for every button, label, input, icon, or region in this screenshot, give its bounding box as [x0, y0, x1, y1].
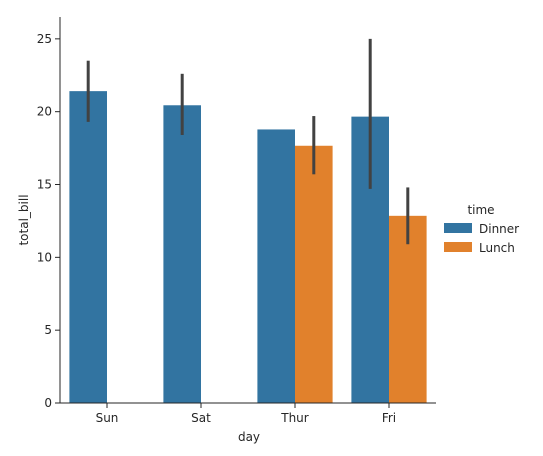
bar-dinner-sun	[69, 91, 107, 404]
legend-swatch-lunch	[444, 242, 472, 252]
y-tick-label: 15	[37, 178, 52, 192]
bar-dinner-thur	[257, 129, 295, 403]
bar-dinner-sat	[163, 105, 201, 403]
x-tick-label-fri: Fri	[382, 411, 396, 425]
y-axis-label: total_bill	[17, 194, 31, 245]
bar-lunch-fri	[389, 215, 427, 403]
legend-label-lunch: Lunch	[479, 241, 515, 255]
x-tick-label-sat: Sat	[191, 411, 211, 425]
x-axis: Sun Sat Thur Fri	[60, 402, 436, 425]
y-tick-label: 20	[37, 105, 52, 119]
y-tick-label: 5	[44, 323, 52, 337]
x-tick-label-sun: Sun	[96, 411, 119, 425]
y-tick-label: 10	[37, 250, 52, 264]
legend: time Dinner Lunch	[444, 203, 519, 255]
y-tick-label: 0	[44, 396, 52, 410]
plot-area	[69, 38, 427, 404]
legend-swatch-dinner	[444, 223, 472, 233]
legend-label-dinner: Dinner	[479, 222, 519, 236]
y-tick-label: 25	[37, 32, 52, 46]
bar-lunch-thur	[295, 145, 333, 403]
legend-title: time	[467, 203, 494, 217]
x-axis-label: day	[238, 430, 260, 444]
y-axis: 0 5 10 15 20 25	[37, 17, 61, 410]
x-tick-label-thur: Thur	[280, 411, 309, 425]
